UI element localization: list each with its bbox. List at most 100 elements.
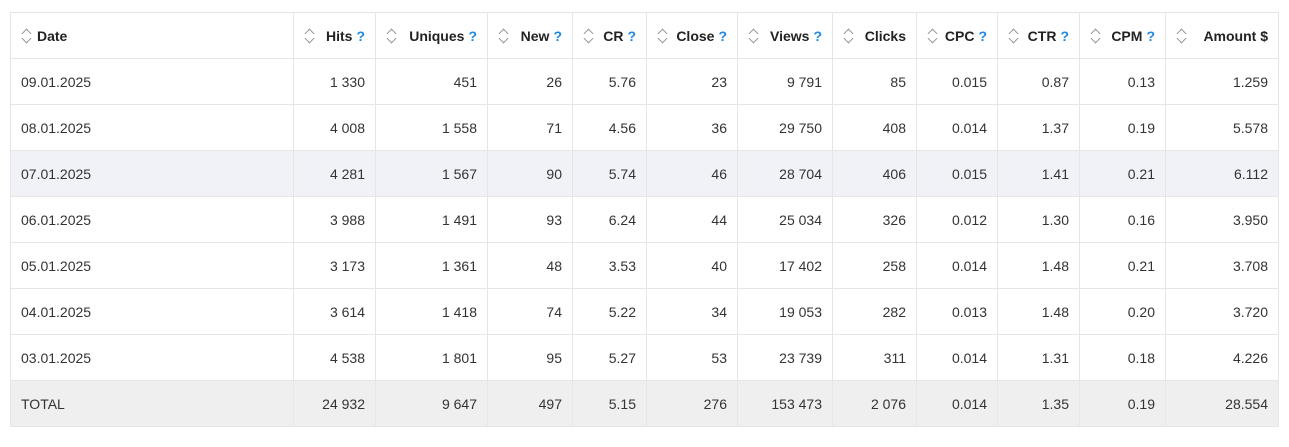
help-icon[interactable]: ? <box>813 27 822 44</box>
column-label: CTR? <box>1028 28 1069 44</box>
column-label-text: Close <box>676 27 715 44</box>
cell-new: 26 <box>487 58 573 105</box>
cell-cpm: 0.21 <box>1079 150 1166 197</box>
column-header-new[interactable]: New? <box>487 12 573 59</box>
sort-icon[interactable] <box>1090 27 1102 45</box>
cell-clicks: 282 <box>832 288 917 335</box>
cell-views: 29 750 <box>737 104 833 151</box>
cell-cpm: 0.20 <box>1079 288 1166 335</box>
help-icon[interactable]: ? <box>1146 27 1155 44</box>
column-label-text: Hits <box>325 27 353 44</box>
column-label: Amount $ <box>1203 28 1268 44</box>
sort-icon[interactable] <box>657 27 669 45</box>
column-header-ctr[interactable]: CTR? <box>997 12 1080 59</box>
cell-cpm: 0.21 <box>1079 242 1166 289</box>
table-row: 06.01.2025 3 988 1 491 93 6.24 44 25 034 326 0.0… <box>10 196 1279 243</box>
cell-amount: 6.112 <box>1165 150 1279 197</box>
help-icon[interactable]: ? <box>553 27 562 44</box>
help-icon[interactable]: ? <box>1060 27 1069 44</box>
column-label: New? <box>521 28 562 44</box>
cell-amount: 5.578 <box>1165 104 1279 151</box>
column-label-text: CR <box>603 27 624 44</box>
cell-date: 05.01.2025 <box>10 242 294 289</box>
cell-close: 44 <box>646 196 738 243</box>
column-label-text: Clicks <box>864 27 906 44</box>
sort-icon[interactable] <box>386 27 398 45</box>
cell-uniques: 1 418 <box>375 288 488 335</box>
stats-table: Date Hits? Uniques? New? CR? Close? Views? Clic… <box>10 12 1279 427</box>
sort-icon[interactable] <box>304 27 316 45</box>
cell-uniques: 1 801 <box>375 334 488 381</box>
cell-views: 9 791 <box>737 58 833 105</box>
cell-ctr: 1.48 <box>997 288 1080 335</box>
cell-clicks: 326 <box>832 196 917 243</box>
cell-new: 93 <box>487 196 573 243</box>
column-label-text: Uniques <box>409 27 465 44</box>
table-header-row: Date Hits? Uniques? New? CR? Close? Views? Clic… <box>10 12 1279 59</box>
table-row: 09.01.2025 1 330 451 26 5.76 23 9 791 85 0.015 0.… <box>10 58 1279 105</box>
cell-new: 48 <box>487 242 573 289</box>
cell-cr: 5.15 <box>572 380 647 427</box>
cell-date: TOTAL <box>10 380 294 427</box>
cell-cpc: 0.014 <box>916 242 998 289</box>
cell-views: 28 704 <box>737 150 833 197</box>
cell-clicks: 311 <box>832 334 917 381</box>
help-icon[interactable]: ? <box>468 27 477 44</box>
help-icon[interactable]: ? <box>356 27 365 44</box>
cell-cr: 5.74 <box>572 150 647 197</box>
sort-icon[interactable] <box>748 27 760 45</box>
column-header-cpm[interactable]: CPM? <box>1079 12 1166 59</box>
cell-close: 23 <box>646 58 738 105</box>
stats-table-container: Date Hits? Uniques? New? CR? Close? Views? Clic… <box>10 12 1279 427</box>
cell-cr: 3.53 <box>572 242 647 289</box>
cell-ctr: 1.41 <box>997 150 1080 197</box>
cell-views: 19 053 <box>737 288 833 335</box>
column-header-date[interactable]: Date <box>10 12 294 59</box>
help-icon[interactable]: ? <box>627 27 636 44</box>
cell-cr: 4.56 <box>572 104 647 151</box>
column-label-text: Amount $ <box>1203 27 1268 44</box>
help-icon[interactable]: ? <box>718 27 727 44</box>
cell-uniques: 451 <box>375 58 488 105</box>
cell-close: 40 <box>646 242 738 289</box>
column-header-amount[interactable]: Amount $ <box>1165 12 1279 59</box>
cell-amount: 28.554 <box>1165 380 1279 427</box>
sort-icon[interactable] <box>498 27 510 45</box>
column-header-uniques[interactable]: Uniques? <box>375 12 488 59</box>
column-label-text: CPM <box>1111 27 1143 44</box>
sort-icon[interactable] <box>927 27 939 45</box>
sort-icon[interactable] <box>21 27 33 45</box>
cell-uniques: 1 558 <box>375 104 488 151</box>
cell-uniques: 9 647 <box>375 380 488 427</box>
cell-cr: 5.27 <box>572 334 647 381</box>
column-header-clicks[interactable]: Clicks <box>832 12 917 59</box>
cell-ctr: 0.87 <box>997 58 1080 105</box>
column-header-views[interactable]: Views? <box>737 12 833 59</box>
cell-views: 23 739 <box>737 334 833 381</box>
cell-cpc: 0.014 <box>916 334 998 381</box>
help-icon[interactable]: ? <box>978 27 987 44</box>
sort-icon[interactable] <box>1176 27 1188 45</box>
cell-date: 03.01.2025 <box>10 334 294 381</box>
cell-cpc: 0.012 <box>916 196 998 243</box>
column-label-text: New <box>520 27 550 44</box>
column-header-hits[interactable]: Hits? <box>293 12 376 59</box>
sort-icon[interactable] <box>843 27 855 45</box>
cell-clicks: 85 <box>832 58 917 105</box>
table-row: 04.01.2025 3 614 1 418 74 5.22 34 19 053 282 0.0… <box>10 288 1279 335</box>
sort-icon[interactable] <box>583 27 595 45</box>
column-label-text: CPC <box>944 27 975 44</box>
cell-cpm: 0.19 <box>1079 104 1166 151</box>
sort-icon[interactable] <box>1008 27 1020 45</box>
cell-uniques: 1 361 <box>375 242 488 289</box>
cell-clicks: 406 <box>832 150 917 197</box>
column-label-text: Views <box>770 27 810 44</box>
column-label: Uniques? <box>409 28 477 44</box>
cell-date: 07.01.2025 <box>10 150 294 197</box>
cell-close: 36 <box>646 104 738 151</box>
column-header-close[interactable]: Close? <box>646 12 738 59</box>
column-header-cr[interactable]: CR? <box>572 12 647 59</box>
cell-amount: 3.720 <box>1165 288 1279 335</box>
column-header-cpc[interactable]: CPC? <box>916 12 998 59</box>
cell-ctr: 1.35 <box>997 380 1080 427</box>
